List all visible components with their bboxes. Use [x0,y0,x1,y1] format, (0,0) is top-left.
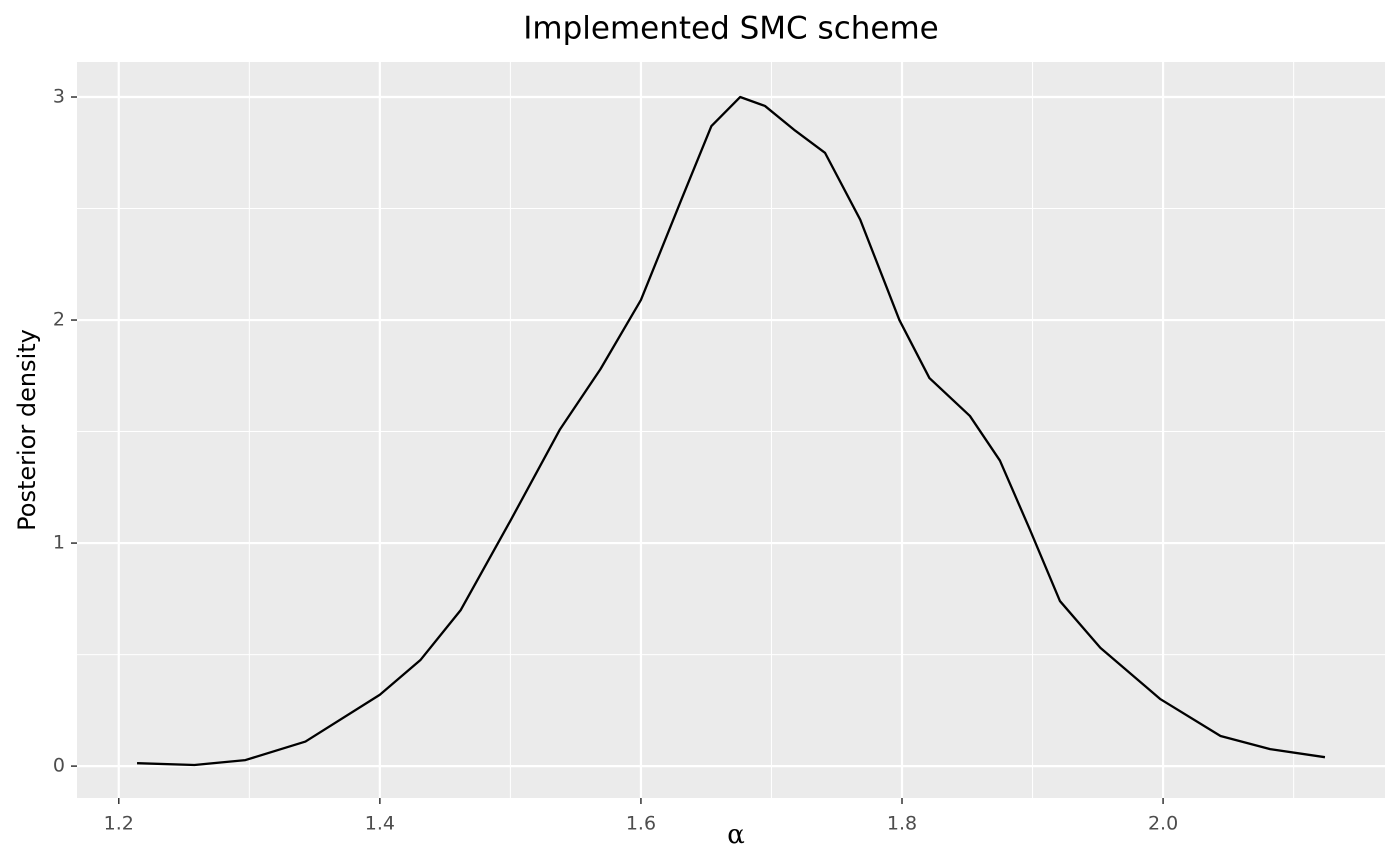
y-tick-label: 3 [53,86,65,108]
x-tick-label: 1.8 [887,813,917,835]
y-tick-label: 0 [53,755,65,777]
x-tick-label: 2.0 [1148,813,1178,835]
x-tick-label: 1.2 [104,813,134,835]
chart-title: Implemented SMC scheme [523,11,939,47]
y-tick-label: 2 [53,309,65,331]
x-tick-label: 1.4 [365,813,395,835]
panel-background [77,62,1385,798]
y-axis-label: Posterior density [13,329,41,531]
density-line [137,95,1326,767]
x-tick-label: 1.6 [626,813,656,835]
y-tick-label: 1 [53,532,65,554]
x-axis-label: α [727,820,745,850]
